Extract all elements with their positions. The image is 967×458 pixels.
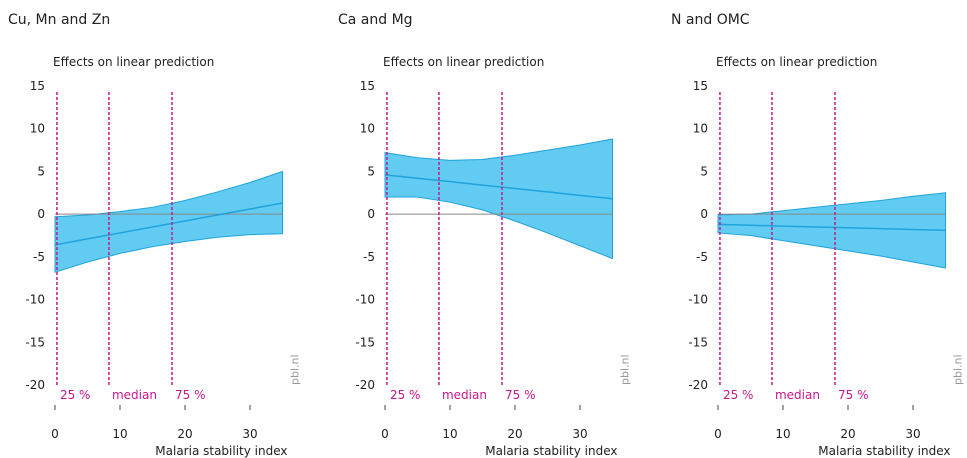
quantile-label: median	[442, 388, 487, 402]
panel-title: Cu, Mn and Zn	[8, 12, 110, 28]
quantile-label: 75 %	[175, 388, 206, 402]
y-tick-label: 5	[37, 164, 45, 178]
x-tick-label: 20	[840, 427, 855, 441]
x-tick-label: 30	[572, 427, 587, 441]
quantile-label: median	[112, 388, 157, 402]
y-tick-label: -5	[33, 250, 45, 264]
y-tick-label: -20	[688, 378, 708, 392]
x-tick-label: 30	[905, 427, 920, 441]
y-tick-label: -10	[355, 293, 375, 307]
x-axis-label: Malaria stability index	[485, 444, 617, 458]
prediction-line	[717, 223, 946, 232]
x-tick-label: 0	[51, 427, 59, 441]
quantile-label: 25 %	[390, 388, 421, 402]
y-tick-label: 10	[30, 122, 45, 136]
y-tick-label: 5	[700, 164, 708, 178]
x-tick-label: 10	[442, 427, 457, 441]
panel-subtitle: Effects on linear prediction	[383, 55, 544, 69]
confidence-band	[717, 192, 946, 269]
prediction-line	[54, 202, 283, 246]
prediction-line	[384, 174, 613, 200]
y-tick-label: -15	[355, 335, 375, 349]
confidence-band	[384, 138, 613, 260]
y-tick-label: 10	[360, 122, 375, 136]
quantile-label: 25 %	[723, 388, 754, 402]
x-axis-label: Malaria stability index	[818, 444, 950, 458]
y-tick-label: 15	[30, 79, 45, 93]
y-tick-label: 15	[360, 79, 375, 93]
y-tick-label: 0	[367, 207, 375, 221]
panel-subtitle: Effects on linear prediction	[716, 55, 877, 69]
y-tick-label: -15	[25, 335, 45, 349]
x-tick-label: 10	[775, 427, 790, 441]
x-tick-label: 0	[714, 427, 722, 441]
y-tick-label: 5	[367, 164, 375, 178]
x-tick-label: 20	[507, 427, 522, 441]
quantile-label: 75 %	[505, 388, 536, 402]
panel-title: Ca and Mg	[338, 12, 413, 28]
quantile-label: 75 %	[838, 388, 869, 402]
panel-title: N and OMC	[671, 12, 750, 28]
x-tick-label: 10	[112, 427, 127, 441]
y-tick-label: -10	[688, 293, 708, 307]
quantile-label: median	[775, 388, 820, 402]
x-tick-label: 0	[381, 427, 389, 441]
y-tick-label: -20	[25, 378, 45, 392]
source: pbl.nl	[289, 354, 302, 385]
source: pbl.nl	[952, 354, 965, 385]
y-tick-label: -10	[25, 293, 45, 307]
x-tick-label: 20	[177, 427, 192, 441]
y-tick-label: 0	[37, 207, 45, 221]
panel-subtitle: Effects on linear prediction	[53, 55, 214, 69]
y-tick-label: 0	[700, 207, 708, 221]
x-tick-label: 30	[242, 427, 257, 441]
y-tick-label: -5	[696, 250, 708, 264]
y-tick-label: -5	[363, 250, 375, 264]
y-tick-label: 10	[693, 122, 708, 136]
quantile-label: 25 %	[60, 388, 90, 402]
confidence-band	[54, 170, 283, 273]
source: pbl.nl	[619, 354, 632, 385]
y-tick-label: -20	[355, 378, 375, 392]
y-tick-label: -15	[688, 335, 708, 349]
y-tick-label: 15	[693, 79, 708, 93]
x-axis-label: Malaria stability index	[155, 444, 287, 458]
